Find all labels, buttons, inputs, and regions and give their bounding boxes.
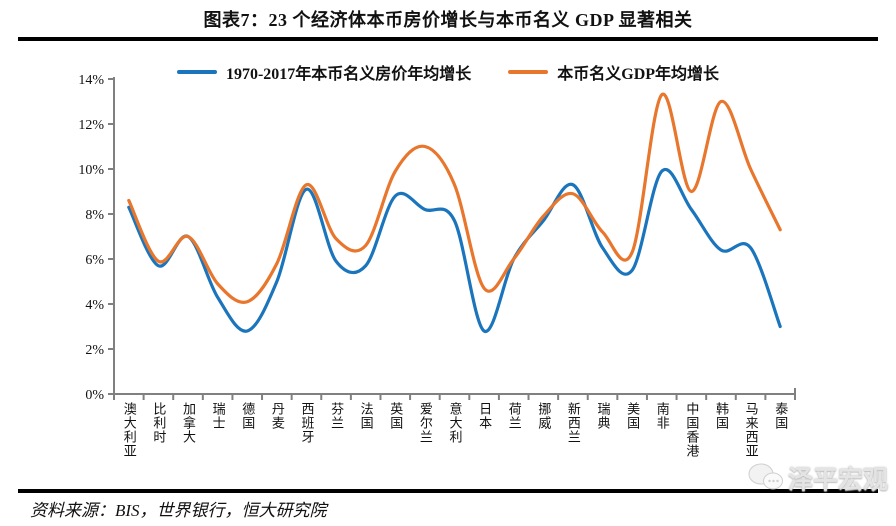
x-axis-label: 比利时	[151, 402, 167, 444]
svg-text:14%: 14%	[78, 73, 104, 88]
legend-item-house: 1970-2017年本币名义房价年均增长	[176, 60, 472, 84]
legend-label-house: 1970-2017年本币名义房价年均增长	[225, 66, 472, 83]
x-axis-label: 丹麦	[269, 402, 285, 430]
x-axis-label: 泰国	[773, 402, 789, 430]
svg-text:8%: 8%	[85, 208, 104, 223]
gdp-series-swatch	[508, 70, 549, 74]
x-axis-label: 法国	[358, 402, 374, 430]
x-axis-label: 日本	[477, 402, 493, 430]
chart-svg: 14% 12% 10% 8% 6% 4% 2% 0%	[78, 73, 796, 403]
svg-text:0%: 0%	[85, 388, 104, 403]
x-axis-label: 西班牙	[299, 402, 315, 444]
x-axis-label: 加拿大	[181, 402, 197, 444]
top-divider	[18, 37, 878, 41]
chart-title: 图表7：23 个经济体本币房价增长与本币名义 GDP 显著相关	[203, 10, 693, 30]
x-axis-label: 英国	[388, 402, 404, 430]
x-axis-label: 美国	[625, 402, 641, 430]
watermark: 泽平宏观	[748, 460, 888, 496]
watermark-label: 泽平宏观	[787, 467, 888, 494]
x-axis-label: 爱尔兰	[417, 402, 433, 444]
x-axis-label: 新西兰	[565, 402, 581, 444]
x-axis-label: 澳大利亚	[121, 402, 137, 458]
x-axis-label: 挪威	[536, 402, 552, 430]
x-axis-label: 瑞士	[210, 402, 226, 430]
svg-text:10%: 10%	[78, 163, 104, 178]
bottom-divider	[18, 489, 878, 493]
legend-label-gdp: 本币名义GDP年均增长	[557, 66, 720, 83]
x-axis-label: 德国	[240, 402, 256, 430]
svg-text:4%: 4%	[85, 298, 104, 313]
x-axis-label: 意大利	[447, 402, 463, 444]
source-note: 资料来源：BIS，世界银行，恒大研究院	[30, 501, 327, 520]
x-axis-label: 韩国	[713, 402, 729, 430]
svg-text:6%: 6%	[85, 253, 104, 268]
legend-item-gdp: 本币名义GDP年均增长	[508, 60, 719, 84]
svg-text:12%: 12%	[78, 118, 104, 133]
x-axis-label: 马来西亚	[743, 402, 759, 458]
x-axis-label: 瑞典	[595, 402, 611, 430]
house-series-swatch	[176, 70, 217, 74]
x-axis-label: 中国香港	[684, 402, 700, 458]
wechat-chat-bubbles-icon	[748, 463, 783, 490]
x-axis-label: 芬兰	[329, 402, 345, 430]
x-axis-label: 南非	[654, 402, 670, 430]
legend: 1970-2017年本币名义房价年均增长 本币名义GDP年均增长	[0, 60, 896, 84]
x-axis-label: 荷兰	[506, 402, 522, 430]
svg-text:2%: 2%	[85, 343, 104, 358]
